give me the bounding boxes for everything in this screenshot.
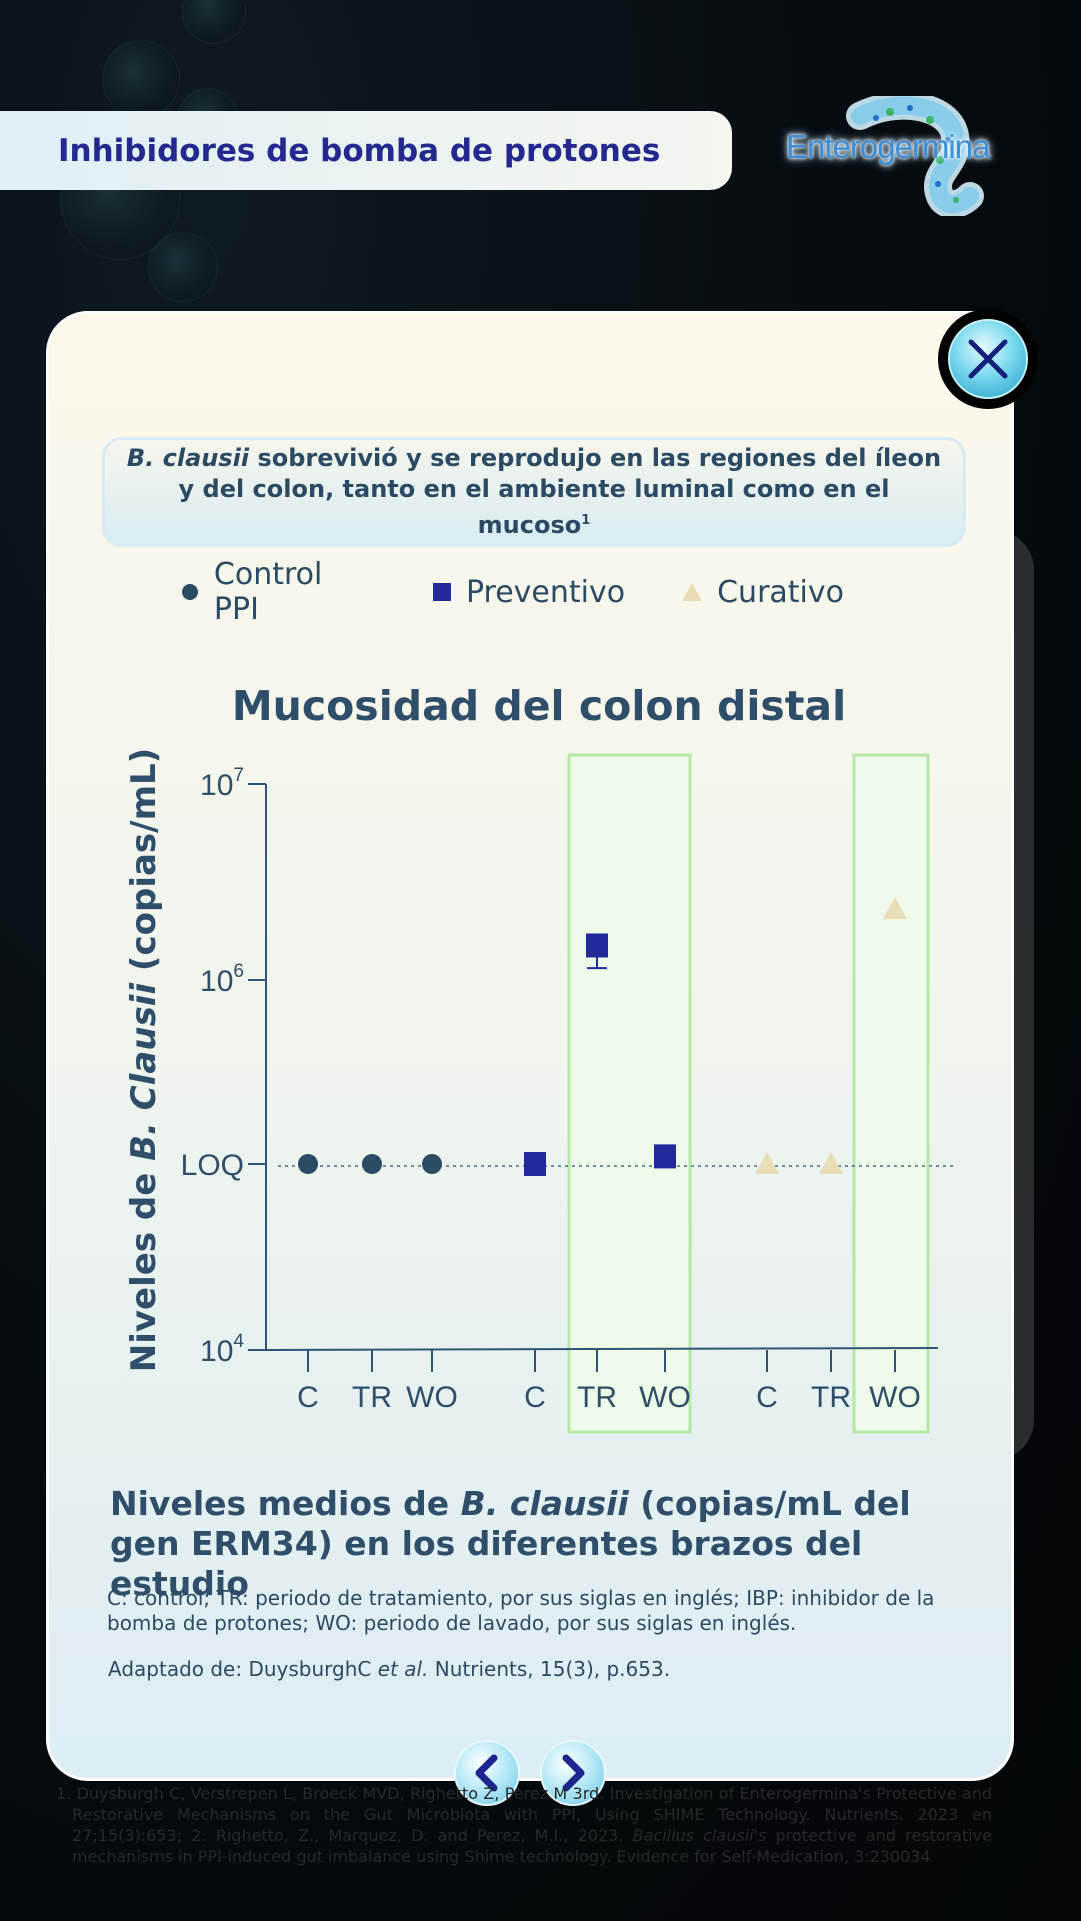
triangle-marker-icon: [682, 583, 703, 601]
close-icon: [968, 339, 1008, 379]
page-title: Inhibidores de bomba de protones: [58, 132, 661, 169]
chart-legend: Control PPI Preventivo Curativo: [180, 557, 900, 627]
legend-item-curativo: Curativo: [681, 575, 844, 610]
source-citation: Adaptado de: DuysburghC et al. Nutrients…: [108, 1657, 948, 1681]
gut-logo-icon: [846, 91, 984, 219]
caption-pre: Niveles medios de: [110, 1484, 461, 1523]
chart-caption: Niveles medios de B. clausii (copias/mL …: [110, 1484, 950, 1604]
chevron-right-icon: [562, 1754, 585, 1792]
brand-logo: Enterogermina: [780, 91, 1020, 219]
refs-post: protective and restorative mechanisms in…: [72, 1826, 993, 1866]
key-finding-text: B. clausii sobrevivió y se reprodujo en …: [125, 443, 943, 541]
caption-post: (copias/mL del gen ERM34) en los diferen…: [110, 1484, 911, 1603]
logo-text: Enterogermina: [786, 128, 990, 165]
references-footer: 1. Duysburgh C, Verstrepen L, Broeck MVD…: [56, 1783, 992, 1867]
circle-marker-icon: [182, 584, 198, 600]
legend-label: Curativo: [717, 574, 844, 610]
background-bubble: [182, 0, 246, 44]
source-pre: Adaptado de: DuysburghC: [108, 1657, 378, 1681]
chevron-left-icon: [475, 1754, 498, 1792]
legend-label: Preventivo: [465, 574, 626, 610]
abbreviations-note: C: control; TR: periodo de tratamiento, …: [107, 1586, 935, 1635]
legend-item-control: Control PPI: [180, 557, 376, 627]
chart-title: Mucosidad del colon distal: [231, 682, 847, 730]
subtitle-reference: 1: [581, 513, 591, 528]
caption-species: B. clausii: [460, 1484, 629, 1523]
header-bar: Inhibidores de bomba de protones: [0, 111, 732, 190]
close-button-face[interactable]: [948, 319, 1028, 399]
source-etal: et al.: [377, 1657, 429, 1681]
close-button[interactable]: [938, 309, 1038, 409]
previous-button[interactable]: [454, 1740, 520, 1806]
subtitle-body: sobrevivió y se reprodujo en las regione…: [178, 444, 942, 539]
legend-label: Control PPI: [213, 557, 323, 627]
legend-item-preventivo: Preventivo: [432, 575, 625, 610]
source-post: Nutrients, 15(3), p.653.: [428, 1657, 671, 1681]
refs-italic: Bacillus clausii's: [632, 1826, 767, 1845]
background-bubble: [148, 232, 218, 302]
square-marker-icon: [432, 583, 451, 601]
key-finding-box: B. clausii sobrevivió y se reprodujo en …: [102, 437, 966, 547]
background-bubble: [102, 40, 180, 118]
refs-pre: 1. Duysburgh C, Verstrepen L, Broeck MVD…: [56, 1784, 992, 1845]
next-button[interactable]: [540, 1740, 606, 1806]
subtitle-species: B. clausii: [126, 444, 250, 472]
